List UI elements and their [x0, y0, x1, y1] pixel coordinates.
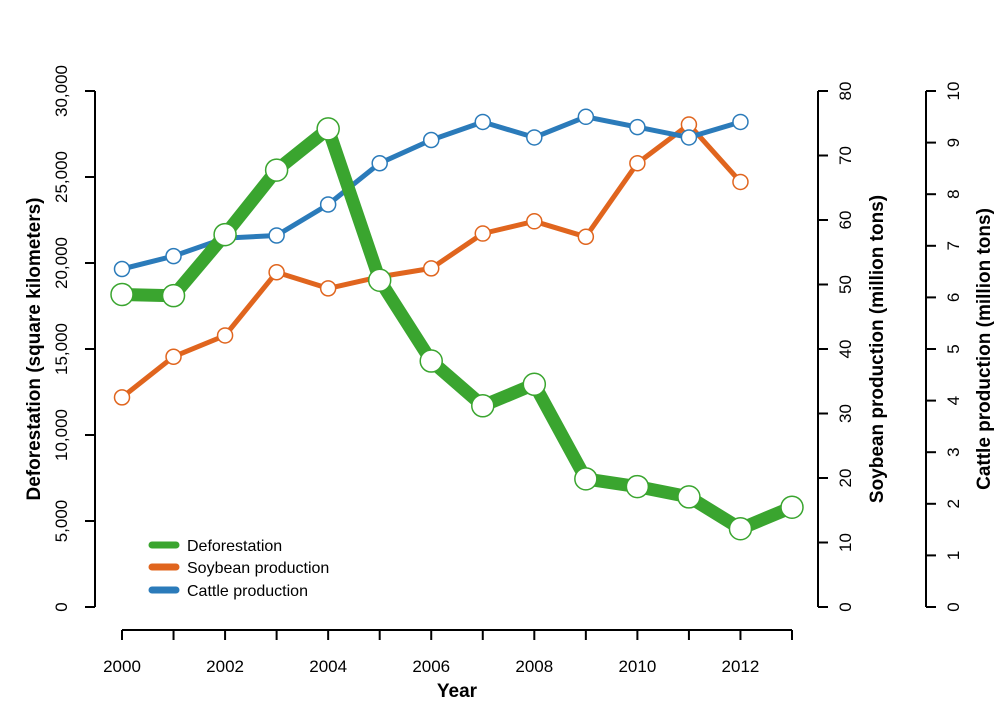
deforestation-point [780, 495, 804, 519]
legend-item-soybean-production: Soybean production [148, 560, 329, 577]
soybean-production-point [577, 228, 595, 246]
soybean-production-point [165, 348, 182, 365]
deforestation-point [161, 283, 186, 308]
soybean-production-point [474, 225, 492, 242]
deforestation-tick-label: 15,000 [52, 323, 71, 375]
plot-area [110, 108, 804, 541]
soybean-tick-label: 10 [836, 533, 855, 552]
cattle-tick-label: 8 [944, 189, 963, 198]
deforestation-tick-label: 30,000 [52, 65, 71, 117]
soybean-tick-label: 0 [836, 602, 855, 611]
legend-item-cattle-production: Cattle production [148, 583, 308, 600]
soybean-production-point [526, 213, 543, 230]
deforestation-axis: 0 5,000 10,000 15,000 20,000 25,000 30,000 Defo… [24, 65, 96, 612]
cattle-tick-label: 3 [944, 447, 963, 456]
cattle-production-point [732, 113, 749, 131]
cattle-production-point [268, 227, 285, 244]
soybean-production-point [629, 154, 646, 172]
soybean-tick-label: 20 [836, 469, 855, 488]
cattle-production-point [319, 196, 337, 213]
legend: Deforestation Soybean production Cattle pr… [148, 538, 329, 600]
deforestation-tick-label: 0 [52, 602, 71, 611]
cattle-axis-title: Cattle production (million tons) [974, 208, 995, 490]
deforestation-point [367, 268, 392, 292]
deforestation-tick-label: 25,000 [52, 151, 71, 203]
soybean-axis-title: Soybean production (million tons) [867, 195, 888, 503]
x-tick-label: 2002 [206, 657, 244, 676]
soybean-tick-label: 70 [836, 146, 855, 165]
cattle-axis: 0 1 2 3 4 5 6 7 8 9 10 Cattle production (million t… [925, 82, 995, 612]
deforestation-point [213, 222, 237, 247]
soybean-production-point [732, 173, 749, 191]
x-tick-label: 2004 [309, 657, 347, 676]
x-tick-label: 2006 [412, 657, 450, 676]
deforestation-point [471, 394, 495, 418]
axes: 2000 2002 2004 2006 2008 2010 2012Year05,00010… [24, 65, 995, 702]
x-tick-label: 2008 [515, 657, 553, 676]
cattle-tick-label: 9 [944, 138, 963, 147]
deforestation-point [316, 117, 340, 141]
soybean-tick-label: 80 [836, 82, 855, 101]
soybean-production-point [113, 389, 131, 406]
deforestation-point [677, 485, 701, 509]
cattle-tick-label: 7 [944, 241, 963, 250]
legend-item-deforestation: Deforestation [148, 538, 282, 555]
deforestation-point [110, 282, 134, 307]
x-axis: 2000 2002 2004 2006 2008 2010 2012 Year [103, 629, 793, 702]
legend-label: Deforestation [187, 538, 282, 555]
cattle-production-point [474, 113, 492, 131]
soybean-tick-label: 60 [836, 211, 855, 230]
deforestation-point [522, 372, 547, 397]
deforestation-point [574, 467, 598, 491]
cattle-production-point [113, 260, 131, 278]
deforestation-series [110, 117, 804, 541]
deforestation-point [625, 474, 650, 499]
deforestation-tick-label: 5,000 [52, 500, 71, 543]
soybean-tick-label: 50 [836, 275, 855, 294]
deforestation-tick-label: 20,000 [52, 237, 71, 289]
deforestation-point [419, 349, 443, 373]
deforestation-tick-label: 10,000 [52, 409, 71, 461]
cattle-production-point [629, 118, 646, 136]
deforestation-point [728, 516, 753, 541]
cattle-tick-label: 6 [944, 293, 963, 302]
cattle-production-point [526, 129, 543, 146]
cattle-tick-label: 0 [944, 602, 963, 611]
x-tick-label: 2012 [722, 657, 760, 676]
legend-label: Cattle production [187, 583, 308, 600]
soybean-tick-label: 30 [836, 404, 855, 423]
deforestation-axis-title: Deforestation (square kilometers) [24, 197, 45, 500]
legend-label: Soybean production [187, 560, 329, 577]
soybean-production-series [113, 116, 749, 406]
cattle-production-point [371, 154, 388, 172]
cattle-tick-label: 10 [944, 82, 963, 101]
soybean-production-point [268, 263, 285, 281]
cattle-production-point [577, 108, 595, 126]
x-axis-title: Year [437, 681, 478, 702]
soybean-production-point [422, 260, 440, 277]
soybean-production-point [216, 327, 234, 344]
soybean-axis: 0 10 20 30 40 50 60 70 80 Soybean production (mil… [817, 82, 888, 612]
x-tick-label: 2000 [103, 657, 141, 676]
x-tick-label: 2010 [618, 657, 656, 676]
cattle-production-point [680, 129, 698, 146]
cattle-tick-label: 5 [944, 344, 963, 353]
soybean-production-point [319, 280, 337, 297]
cattle-tick-label: 4 [944, 396, 963, 405]
deforestation-point [264, 158, 289, 182]
soybean-tick-label: 40 [836, 340, 855, 359]
cattle-tick-label: 2 [944, 499, 963, 508]
cattle-production-point [165, 247, 182, 265]
cattle-production-point [422, 131, 440, 149]
cattle-tick-label: 1 [944, 551, 963, 560]
